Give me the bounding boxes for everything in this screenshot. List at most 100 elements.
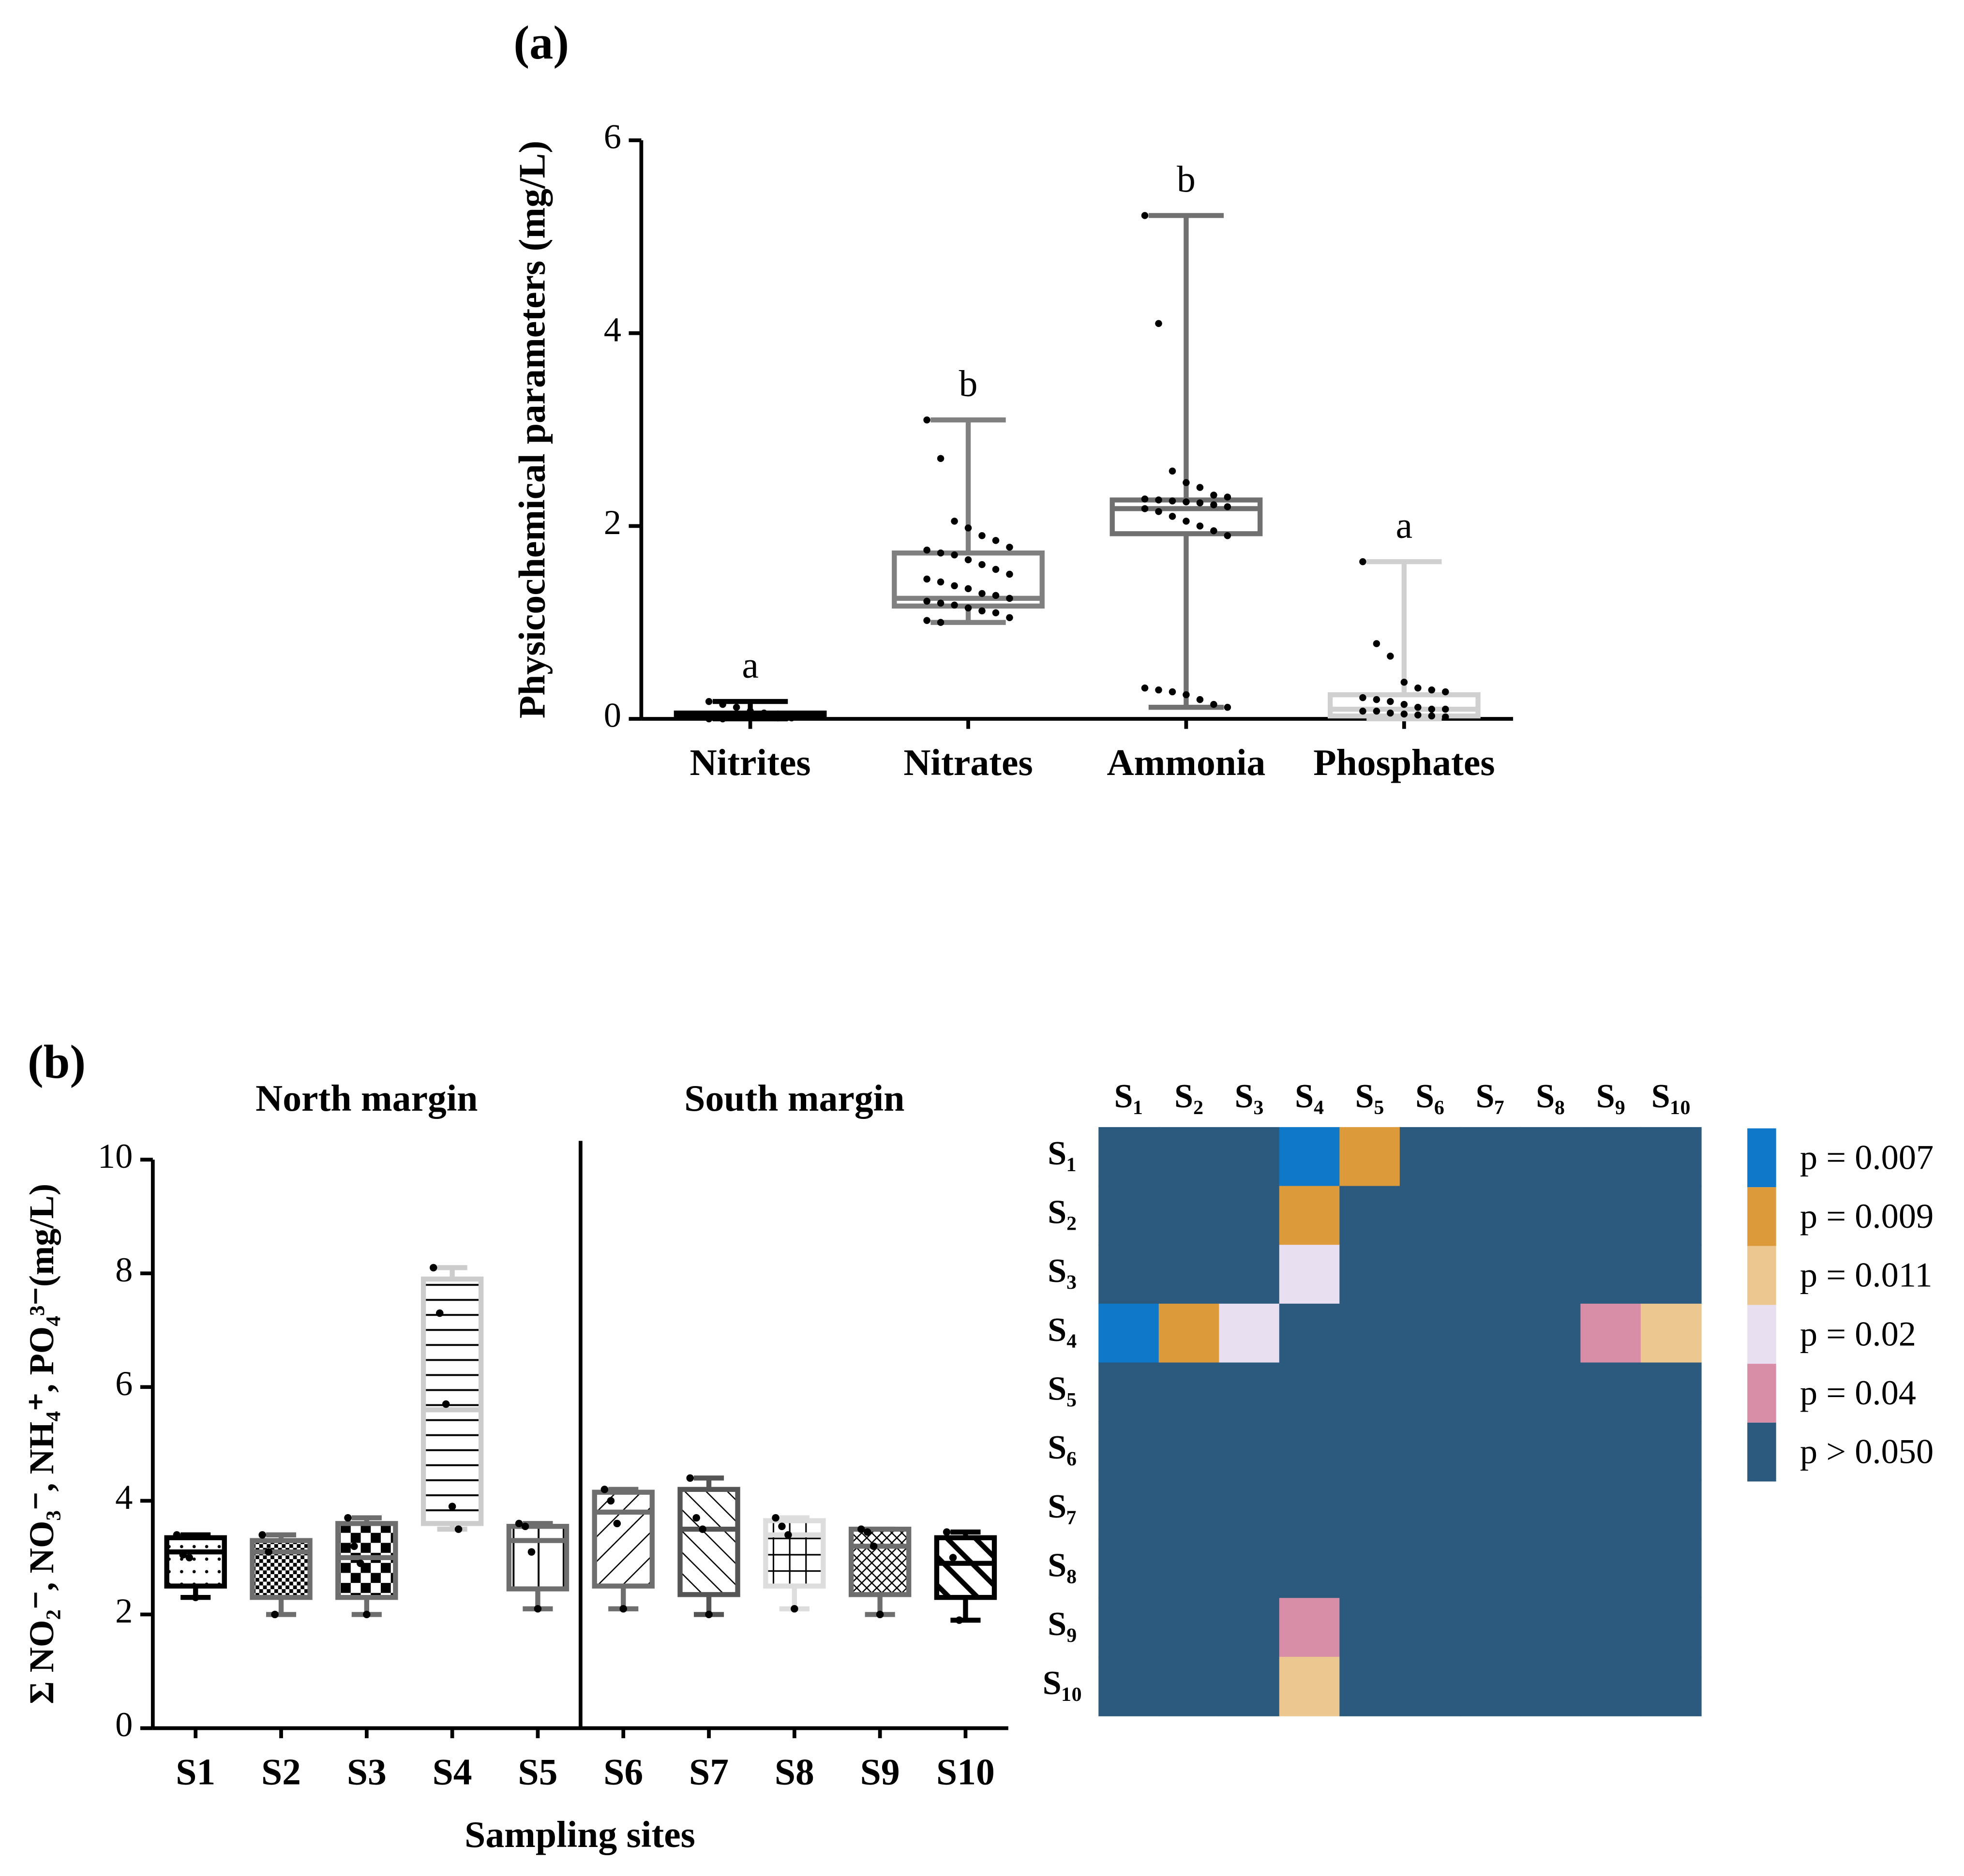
legend-swatch bbox=[1747, 1187, 1776, 1246]
heatmap-cell bbox=[1219, 1127, 1280, 1187]
heatmap-cell bbox=[1158, 1598, 1220, 1658]
data-point bbox=[258, 1531, 266, 1539]
data-point bbox=[1428, 686, 1436, 694]
data-point bbox=[992, 592, 1000, 599]
heatmap-cell bbox=[1399, 1186, 1461, 1246]
data-point bbox=[1196, 696, 1204, 703]
heatmap-cell bbox=[1219, 1245, 1280, 1305]
data-point bbox=[1359, 694, 1366, 701]
panel-label: (a) bbox=[513, 16, 569, 69]
data-point bbox=[454, 1525, 463, 1533]
y-tick-label: 2 bbox=[604, 503, 621, 542]
data-point bbox=[534, 1605, 542, 1613]
heatmap-cell bbox=[1339, 1598, 1401, 1658]
heatmap-cell bbox=[1640, 1362, 1702, 1422]
heatmap-cell bbox=[1098, 1127, 1160, 1187]
data-point bbox=[705, 715, 713, 723]
data-point bbox=[923, 416, 930, 424]
heatmap-cell bbox=[1339, 1245, 1401, 1305]
heatmap-cell bbox=[1098, 1362, 1160, 1422]
heatmap-cell bbox=[1098, 1480, 1160, 1540]
data-point bbox=[600, 1486, 609, 1493]
data-point bbox=[1210, 700, 1217, 708]
data-point bbox=[448, 1503, 456, 1510]
data-point bbox=[788, 714, 795, 722]
data-point bbox=[1183, 498, 1190, 506]
data-point bbox=[1224, 493, 1231, 501]
legend-swatch bbox=[1747, 1422, 1776, 1482]
heatmap-cell bbox=[1640, 1127, 1702, 1187]
column-label: S₆ bbox=[1415, 1078, 1444, 1115]
data-point bbox=[1387, 698, 1394, 705]
heatmap-cell bbox=[1460, 1186, 1521, 1246]
legend-label: p > 0.050 bbox=[1800, 1432, 1934, 1471]
data-point bbox=[784, 1531, 792, 1539]
legend-swatch bbox=[1747, 1128, 1776, 1188]
data-point bbox=[978, 590, 986, 597]
data-point bbox=[1414, 703, 1422, 711]
data-point bbox=[772, 1514, 780, 1522]
heatmap-cell bbox=[1339, 1480, 1401, 1540]
heatmap-cell bbox=[1158, 1303, 1220, 1363]
heatmap-cell bbox=[1098, 1656, 1160, 1716]
data-point bbox=[357, 1559, 364, 1567]
data-point bbox=[1155, 686, 1162, 694]
data-point bbox=[265, 1548, 272, 1556]
data-point bbox=[1428, 705, 1436, 713]
data-point bbox=[1141, 212, 1149, 219]
data-point bbox=[350, 1542, 358, 1550]
x-tick-label: Phosphates bbox=[1313, 742, 1495, 783]
data-point bbox=[964, 585, 972, 593]
heatmap-cell bbox=[1399, 1127, 1461, 1187]
heatmap-cell bbox=[1098, 1539, 1160, 1599]
heatmap-cell bbox=[1580, 1539, 1642, 1599]
heatmap-cell bbox=[1460, 1480, 1521, 1540]
row-label: S₁ bbox=[1048, 1135, 1077, 1172]
row-label: S₅ bbox=[1048, 1370, 1077, 1407]
row-label: S₉ bbox=[1048, 1606, 1077, 1643]
data-point bbox=[964, 556, 972, 564]
heatmap-cell bbox=[1580, 1421, 1642, 1481]
data-point bbox=[719, 700, 726, 708]
data-point bbox=[1428, 712, 1436, 720]
heatmap-cell bbox=[1219, 1186, 1280, 1246]
legend-swatch bbox=[1747, 1305, 1776, 1364]
data-point bbox=[791, 1605, 798, 1613]
data-point bbox=[1183, 479, 1190, 486]
data-point bbox=[1400, 700, 1408, 708]
data-point bbox=[747, 707, 754, 715]
data-point bbox=[778, 1522, 786, 1530]
heatmap-cell bbox=[1098, 1245, 1160, 1305]
data-point bbox=[1414, 684, 1422, 692]
y-tick-label: 0 bbox=[604, 696, 621, 735]
heatmap-cell bbox=[1098, 1186, 1160, 1246]
heatmap-cell bbox=[1158, 1245, 1220, 1305]
data-point bbox=[1141, 505, 1149, 512]
heatmap-cell bbox=[1279, 1421, 1340, 1481]
heatmap-cell bbox=[1640, 1303, 1702, 1363]
heatmap-cell bbox=[1219, 1480, 1280, 1540]
heatmap-cell bbox=[1460, 1598, 1521, 1658]
heatmap-cell bbox=[1279, 1480, 1340, 1540]
significance-letter: a bbox=[1396, 505, 1412, 546]
data-point bbox=[1359, 558, 1366, 566]
data-point bbox=[923, 575, 930, 583]
box bbox=[250, 1538, 313, 1600]
x-tick-label: S5 bbox=[518, 1751, 557, 1793]
data-point bbox=[943, 1528, 951, 1536]
y-tick-label: 10 bbox=[98, 1136, 133, 1176]
data-point bbox=[527, 1548, 536, 1556]
heatmap-cell bbox=[1520, 1421, 1581, 1481]
data-point bbox=[964, 604, 972, 612]
data-point bbox=[442, 1400, 450, 1408]
x-tick-label: S1 bbox=[176, 1751, 215, 1793]
x-tick-label: Nitrites bbox=[690, 742, 811, 783]
data-point bbox=[705, 698, 713, 705]
heatmap-cell bbox=[1219, 1421, 1280, 1481]
data-point bbox=[1006, 614, 1013, 621]
heatmap-cell bbox=[1279, 1656, 1340, 1716]
legend-label: p = 0.009 bbox=[1800, 1196, 1934, 1236]
data-point bbox=[1387, 709, 1394, 717]
data-point bbox=[430, 1264, 437, 1272]
x-tick-label: S2 bbox=[261, 1751, 301, 1793]
